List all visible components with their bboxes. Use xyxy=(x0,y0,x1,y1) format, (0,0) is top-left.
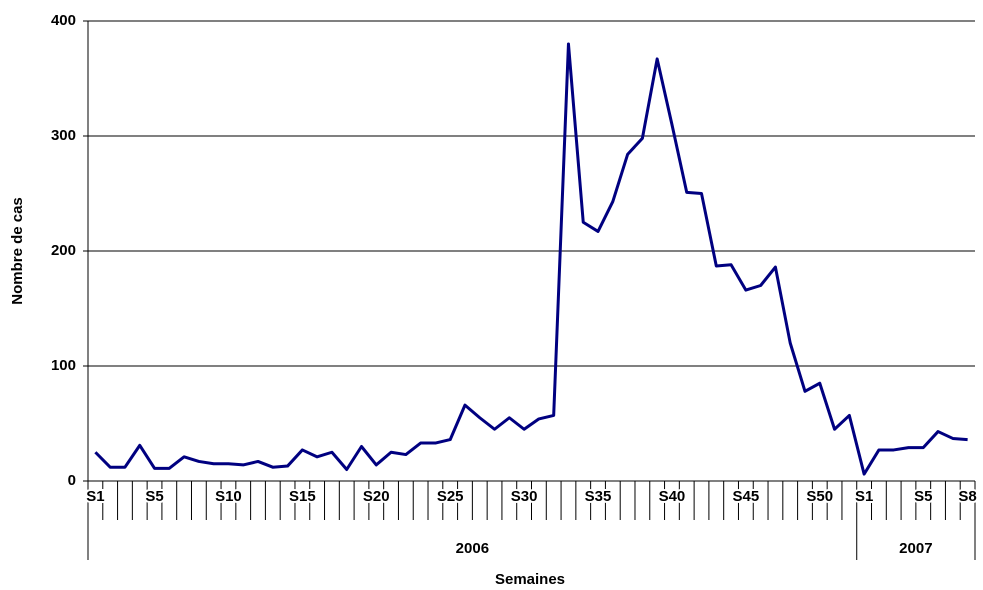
group-label: 2006 xyxy=(456,540,489,557)
x-tick-label: S25 xyxy=(437,488,464,505)
y-tick-label: 200 xyxy=(51,242,76,259)
y-axis-label: Nombre de cas xyxy=(9,197,26,305)
x-tick-label: S30 xyxy=(511,488,538,505)
x-tick-label: S1 xyxy=(86,488,104,505)
x-tick-label: S50 xyxy=(806,488,833,505)
y-tick-label: 0 xyxy=(68,472,76,489)
x-axis-label: Semaines xyxy=(495,571,565,588)
x-tick-label: S8 xyxy=(958,488,976,505)
y-tick-label: 300 xyxy=(51,127,76,144)
y-tick-label: 100 xyxy=(51,357,76,374)
x-tick-label: S40 xyxy=(659,488,686,505)
x-tick-label: S15 xyxy=(289,488,316,505)
data-line xyxy=(94,42,968,476)
x-tick-label: S35 xyxy=(585,488,612,505)
x-tick-label: S45 xyxy=(733,488,760,505)
group-label: 2007 xyxy=(899,540,932,557)
x-tick-label: S10 xyxy=(215,488,242,505)
x-tick-label: S1 xyxy=(855,488,873,505)
y-tick-label: 400 xyxy=(51,12,76,29)
x-tick-label: S20 xyxy=(363,488,390,505)
x-tick-label: S5 xyxy=(145,488,163,505)
x-tick-label: S5 xyxy=(914,488,932,505)
